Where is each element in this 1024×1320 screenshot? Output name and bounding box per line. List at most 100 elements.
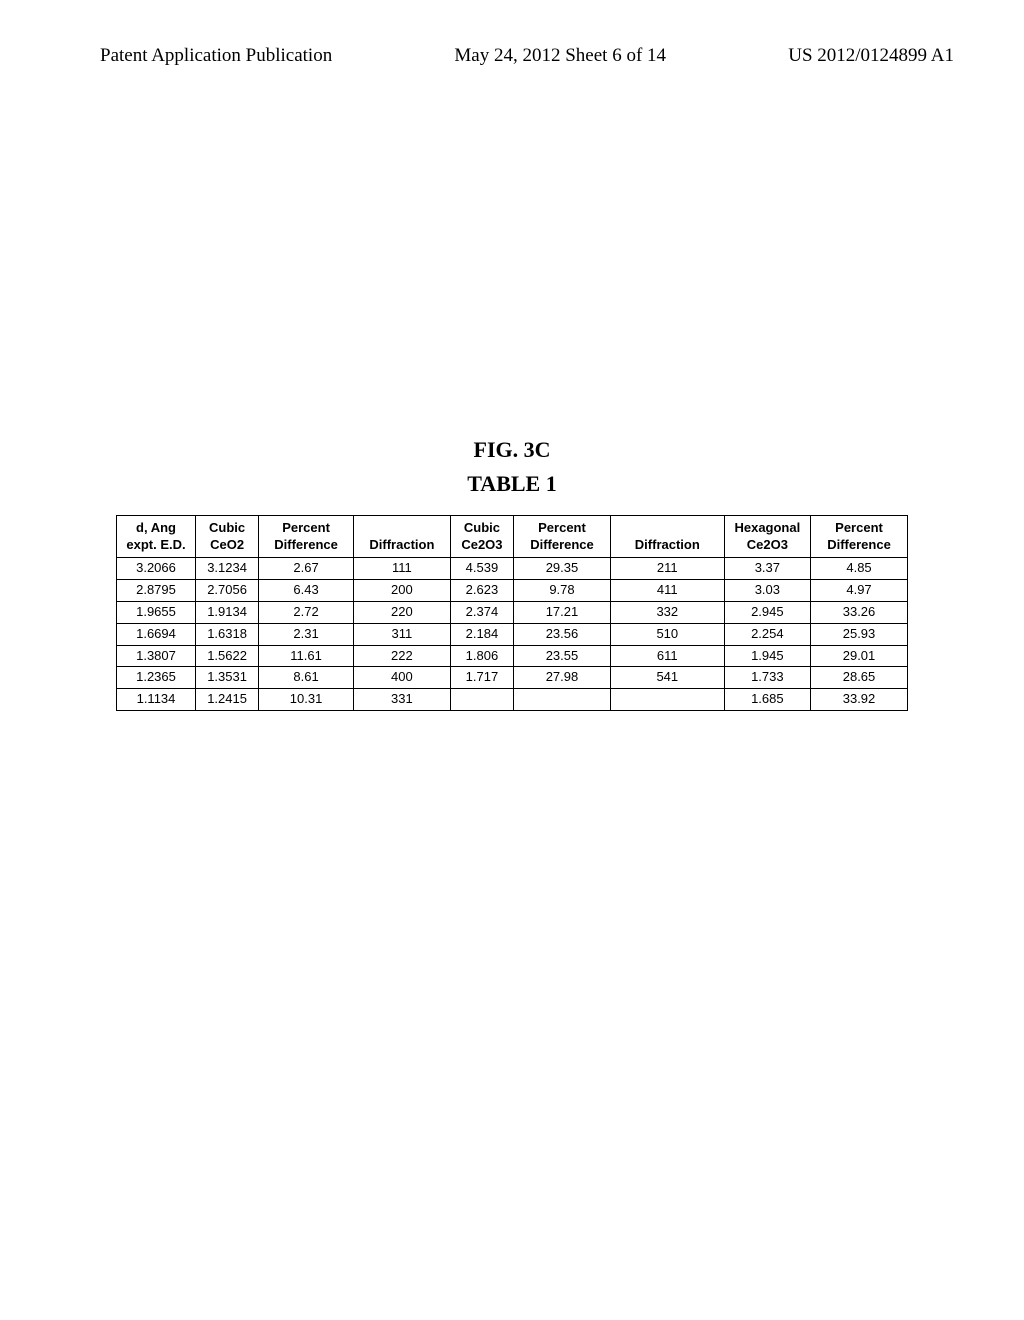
table-cell: 311 xyxy=(353,623,450,645)
table-cell: 222 xyxy=(353,645,450,667)
header-line2: Diffraction xyxy=(369,537,434,552)
table-cell: 1.1134 xyxy=(117,689,196,711)
table-cell: 33.92 xyxy=(811,689,908,711)
table-cell: 1.5622 xyxy=(195,645,258,667)
table-cell: 1.9134 xyxy=(195,601,258,623)
table-cell: 6.43 xyxy=(259,579,354,601)
header-line2: CeO2 xyxy=(210,537,244,552)
table-container: d, Ang expt. E.D. Cubic CeO2 Percent Dif… xyxy=(116,515,908,711)
table-label: TABLE 1 xyxy=(0,471,1024,497)
table-cell: 541 xyxy=(610,667,724,689)
table-cell: 411 xyxy=(610,579,724,601)
header-line2: Difference xyxy=(827,537,891,552)
table-cell: 2.623 xyxy=(450,579,513,601)
table-row: 1.23651.35318.614001.71727.985411.73328.… xyxy=(117,667,908,689)
table-row: 1.66941.63182.313112.18423.565102.25425.… xyxy=(117,623,908,645)
header-line2: Ce2O3 xyxy=(461,537,502,552)
table-cell: 33.26 xyxy=(811,601,908,623)
header-line2: Ce2O3 xyxy=(747,537,788,552)
table-cell: 3.2066 xyxy=(117,558,196,580)
table-cell: 1.6318 xyxy=(195,623,258,645)
table-cell: 211 xyxy=(610,558,724,580)
table-cell: 4.97 xyxy=(811,579,908,601)
table-header: Diffraction xyxy=(353,516,450,558)
table-cell: 11.61 xyxy=(259,645,354,667)
table-header: Percent Difference xyxy=(514,516,611,558)
header-line2: expt. E.D. xyxy=(126,537,185,552)
header-center: May 24, 2012 Sheet 6 of 14 xyxy=(454,45,666,67)
table-cell: 1.945 xyxy=(724,645,810,667)
table-cell xyxy=(514,689,611,711)
data-table: d, Ang expt. E.D. Cubic CeO2 Percent Dif… xyxy=(116,515,908,711)
table-cell: 23.55 xyxy=(514,645,611,667)
table-cell: 25.93 xyxy=(811,623,908,645)
table-cell: 29.35 xyxy=(514,558,611,580)
header-line1: Cubic xyxy=(209,520,245,535)
table-cell: 611 xyxy=(610,645,724,667)
header-line2: Difference xyxy=(530,537,594,552)
table-header: Percent Difference xyxy=(811,516,908,558)
table-cell: 111 xyxy=(353,558,450,580)
table-header: Hexagonal Ce2O3 xyxy=(724,516,810,558)
header-right: US 2012/0124899 A1 xyxy=(788,45,954,67)
table-cell: 2.184 xyxy=(450,623,513,645)
table-cell: 1.2415 xyxy=(195,689,258,711)
table-cell: 8.61 xyxy=(259,667,354,689)
table-header: Percent Difference xyxy=(259,516,354,558)
header-line1: Hexagonal xyxy=(734,520,800,535)
table-cell: 3.03 xyxy=(724,579,810,601)
table-cell: 1.717 xyxy=(450,667,513,689)
table-cell: 1.9655 xyxy=(117,601,196,623)
table-cell: 2.374 xyxy=(450,601,513,623)
table-cell: 1.3807 xyxy=(117,645,196,667)
table-cell: 3.1234 xyxy=(195,558,258,580)
header-line1: Cubic xyxy=(464,520,500,535)
table-cell: 23.56 xyxy=(514,623,611,645)
table-cell xyxy=(450,689,513,711)
page-header: Patent Application Publication May 24, 2… xyxy=(0,0,1024,67)
table-cell: 2.72 xyxy=(259,601,354,623)
table-cell: 28.65 xyxy=(811,667,908,689)
table-cell: 1.685 xyxy=(724,689,810,711)
table-cell: 200 xyxy=(353,579,450,601)
header-line1: Percent xyxy=(282,520,330,535)
table-header-row: d, Ang expt. E.D. Cubic CeO2 Percent Dif… xyxy=(117,516,908,558)
header-left: Patent Application Publication xyxy=(100,45,332,67)
table-header: Cubic Ce2O3 xyxy=(450,516,513,558)
table-cell: 27.98 xyxy=(514,667,611,689)
table-cell: 2.31 xyxy=(259,623,354,645)
table-cell: 400 xyxy=(353,667,450,689)
table-cell: 9.78 xyxy=(514,579,611,601)
table-cell: 3.37 xyxy=(724,558,810,580)
table-cell: 1.2365 xyxy=(117,667,196,689)
table-cell: 1.3531 xyxy=(195,667,258,689)
table-header: d, Ang expt. E.D. xyxy=(117,516,196,558)
header-line1: Percent xyxy=(835,520,883,535)
table-cell: 510 xyxy=(610,623,724,645)
table-cell: 2.7056 xyxy=(195,579,258,601)
table-header: Diffraction xyxy=(610,516,724,558)
header-line2: Diffraction xyxy=(635,537,700,552)
header-line1: Percent xyxy=(538,520,586,535)
table-cell: 10.31 xyxy=(259,689,354,711)
header-line2: Difference xyxy=(274,537,338,552)
table-cell: 1.806 xyxy=(450,645,513,667)
table-header: Cubic CeO2 xyxy=(195,516,258,558)
table-cell: 331 xyxy=(353,689,450,711)
table-cell: 29.01 xyxy=(811,645,908,667)
table-row: 2.87952.70566.432002.6239.784113.034.97 xyxy=(117,579,908,601)
table-cell: 4.539 xyxy=(450,558,513,580)
header-line1: d, Ang xyxy=(136,520,176,535)
table-cell: 2.254 xyxy=(724,623,810,645)
table-cell: 4.85 xyxy=(811,558,908,580)
table-cell: 1.6694 xyxy=(117,623,196,645)
table-cell: 332 xyxy=(610,601,724,623)
table-row: 1.96551.91342.722202.37417.213322.94533.… xyxy=(117,601,908,623)
table-cell: 2.67 xyxy=(259,558,354,580)
table-row: 3.20663.12342.671114.53929.352113.374.85 xyxy=(117,558,908,580)
table-row: 1.38071.562211.612221.80623.556111.94529… xyxy=(117,645,908,667)
table-cell: 2.945 xyxy=(724,601,810,623)
table-cell xyxy=(610,689,724,711)
table-cell: 220 xyxy=(353,601,450,623)
table-cell: 2.8795 xyxy=(117,579,196,601)
